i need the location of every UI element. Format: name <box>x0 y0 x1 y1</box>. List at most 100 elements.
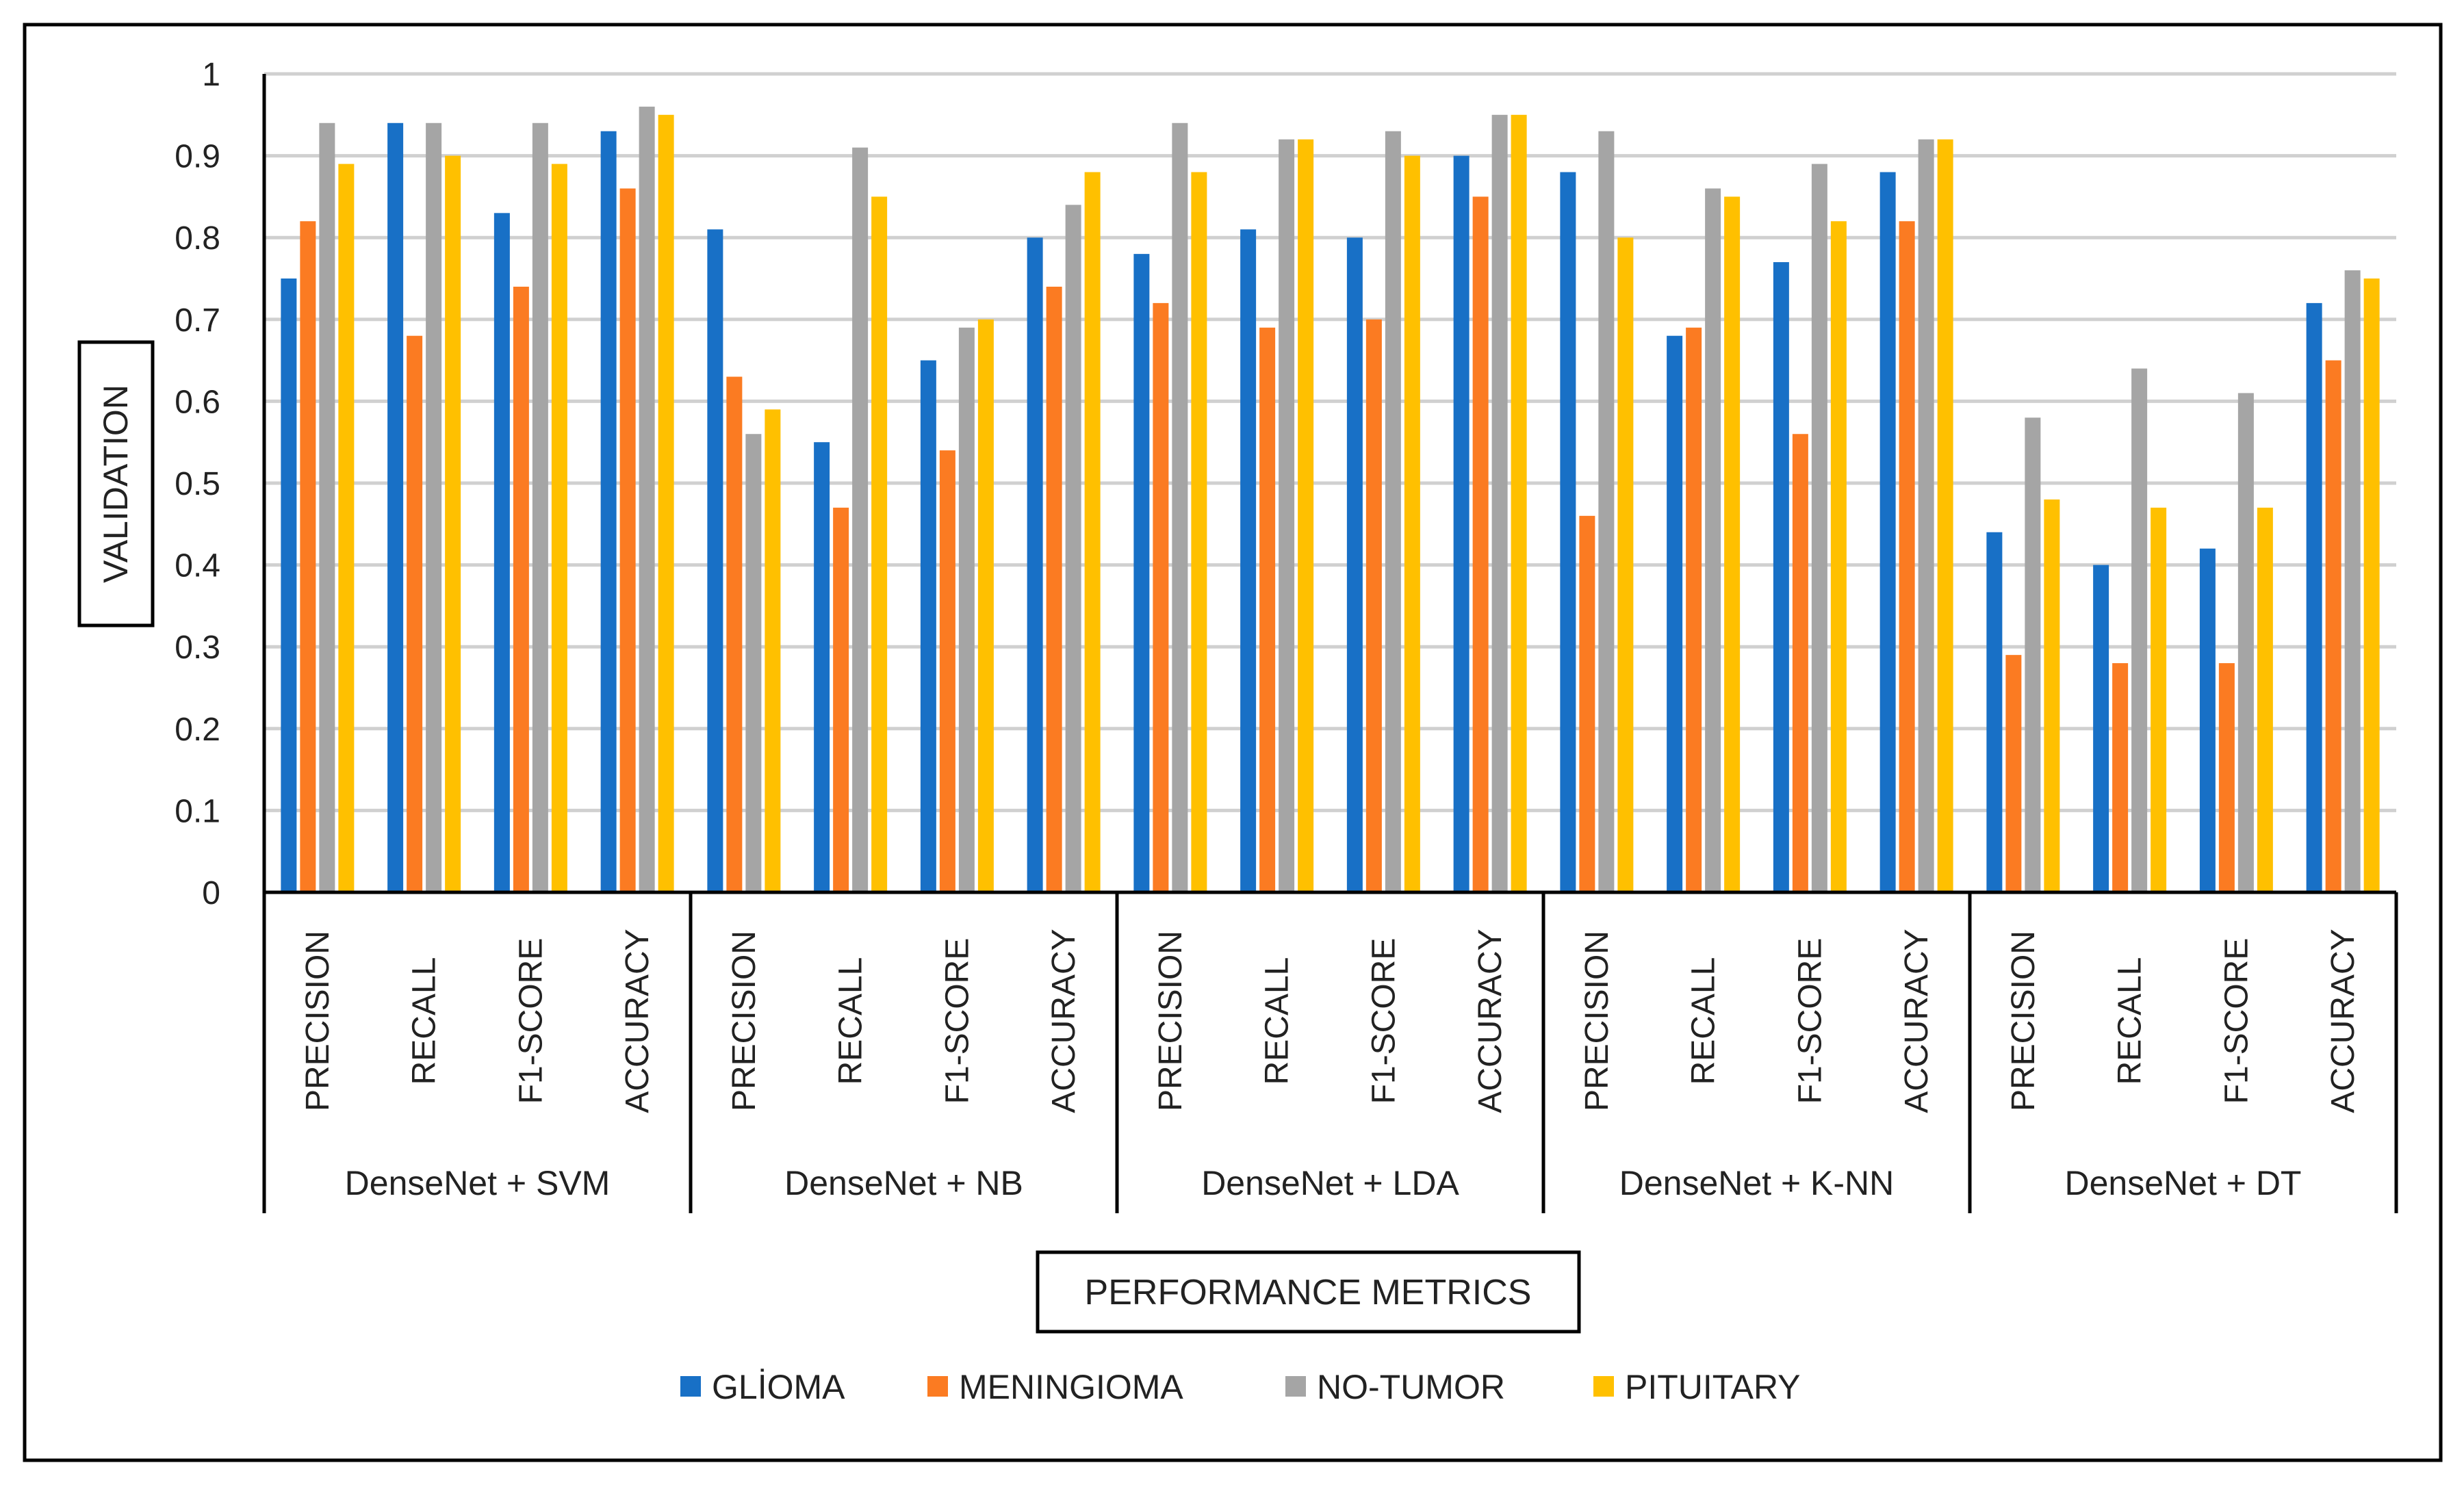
bar-pituitary <box>1298 139 1314 893</box>
metric-label: F1-SCORE <box>513 938 549 1104</box>
y-tick-label: 0.6 <box>175 384 220 420</box>
x-axis-title-box: PERFORMANCE METRICS <box>1036 1250 1581 1334</box>
bar-meningioma <box>1792 434 1808 892</box>
bar-meningioma <box>726 376 743 892</box>
group-label: DenseNet + DT <box>2065 1164 2302 1202</box>
metric-label: RECALL <box>1259 957 1296 1085</box>
group-label: DenseNet + NB <box>784 1164 1023 1202</box>
bar-pituitary <box>2257 507 2273 892</box>
chart-frame <box>23 23 2443 1462</box>
bar-meningioma <box>2005 655 2022 892</box>
y-tick-label: 0 <box>202 875 220 911</box>
bar-meningioma <box>1259 327 1276 892</box>
bar-no-tumor <box>2237 393 2254 892</box>
metric-label: PRECISION <box>300 931 336 1111</box>
x-axis-title: PERFORMANCE METRICS <box>1085 1273 1532 1312</box>
metric-label: PRECISION <box>1579 931 1615 1111</box>
bar-pituitary <box>1830 221 1847 892</box>
metric-label: RECALL <box>2112 957 2148 1085</box>
bar-pituitary <box>1617 237 1634 892</box>
bar-no-tumor <box>2131 368 2148 892</box>
bar-gli̇oma <box>2199 548 2216 892</box>
gridlines <box>264 72 2396 812</box>
bar-meningioma <box>407 335 423 893</box>
bar-meningioma <box>1046 286 1062 893</box>
bar-pituitary <box>338 164 355 892</box>
legend-label: GLİOMA <box>712 1368 845 1406</box>
y-tick-label: 1 <box>202 57 220 93</box>
bar-meningioma <box>2112 663 2129 892</box>
bar-meningioma <box>2218 663 2235 892</box>
bar-pituitary <box>1404 155 1420 893</box>
bar-gli̇oma <box>814 442 830 892</box>
bar-gli̇oma <box>493 213 510 892</box>
bar-no-tumor <box>1598 131 1615 893</box>
metric-label: PRECISION <box>726 931 762 1111</box>
y-tick-label: 0.8 <box>175 220 220 257</box>
bar-gli̇oma <box>1027 237 1043 892</box>
metric-label: F1-SCORE <box>2218 938 2255 1104</box>
bar-pituitary <box>445 155 461 893</box>
y-tick-label: 0.4 <box>175 548 220 584</box>
bar-no-tumor <box>1065 205 1081 892</box>
bar-meningioma <box>1579 515 1595 892</box>
bar-pituitary <box>2151 507 2167 892</box>
metric-label: ACCURACY <box>2325 929 2361 1113</box>
legend-swatch-meningioma <box>927 1376 948 1397</box>
y-axis-title: VALIDATION <box>97 385 135 583</box>
bar-pituitary <box>2044 499 2060 892</box>
bar-gli̇oma <box>2093 565 2109 892</box>
legend-swatch-pituitary <box>1593 1376 1614 1397</box>
metric-label: F1-SCORE <box>1365 938 1402 1104</box>
legend-swatch-gli̇oma <box>680 1376 701 1397</box>
bar-gli̇oma <box>387 122 404 892</box>
bar-gli̇oma <box>1346 237 1363 892</box>
bar-pituitary <box>1937 139 1953 893</box>
metric-label: ACCURACY <box>619 929 656 1113</box>
bar-pituitary <box>551 164 567 892</box>
y-tick-label: 0.7 <box>175 302 220 339</box>
bar-pituitary <box>1191 172 1207 892</box>
bar-meningioma <box>513 286 529 893</box>
category-axis: PRECISION RECALL F1-SCORE ACCURACY DenseNet … <box>262 74 2398 1213</box>
bar-gli̇oma <box>2306 302 2322 892</box>
bar-no-tumor <box>1811 164 1827 892</box>
bar-meningioma <box>1365 319 1382 892</box>
bar-gli̇oma <box>1133 254 1150 892</box>
bar-no-tumor <box>745 434 762 892</box>
legend: GLİOMA MENINGIOMA NO-TUMOR PITUITARY <box>680 1368 1801 1406</box>
bar-no-tumor <box>1491 114 1508 892</box>
bar-gli̇oma <box>920 360 936 892</box>
metric-label: PRECISION <box>2005 931 2042 1111</box>
legend-label: NO-TUMOR <box>1317 1368 1505 1406</box>
bar-gli̇oma <box>1667 335 1683 893</box>
bar-no-tumor <box>2025 417 2041 892</box>
metric-label: ACCURACY <box>1899 929 1935 1113</box>
bar-gli̇oma <box>1879 172 1896 892</box>
group-label: DenseNet + K-NN <box>1619 1164 1895 1202</box>
metric-label: F1-SCORE <box>1792 938 1828 1104</box>
metric-label: PRECISION <box>1153 931 1189 1111</box>
bar-pituitary <box>871 196 888 892</box>
bar-no-tumor <box>852 147 869 892</box>
legend-label: MENINGIOMA <box>959 1368 1183 1406</box>
bar-no-tumor <box>1279 139 1295 893</box>
metric-label: RECALL <box>833 957 869 1085</box>
y-tick-label: 0.5 <box>175 466 220 502</box>
bar-gli̇oma <box>707 229 723 892</box>
legend-swatch-no-tumor <box>1285 1376 1306 1397</box>
bar-meningioma <box>1472 196 1489 892</box>
bar-no-tumor <box>958 327 975 892</box>
bar-meningioma <box>833 507 849 892</box>
metric-label: F1-SCORE <box>939 938 975 1104</box>
y-axis-title-box: VALIDATION <box>77 340 155 627</box>
bar-no-tumor <box>1705 188 1721 893</box>
bar-gli̇oma <box>1560 172 1576 892</box>
bar-no-tumor <box>319 122 335 892</box>
bar-pituitary <box>658 114 674 892</box>
bar-gli̇oma <box>1773 262 1789 893</box>
metric-label: ACCURACY <box>1472 929 1509 1113</box>
bar-pituitary <box>765 409 781 892</box>
y-tick-label: 0.9 <box>175 139 220 175</box>
